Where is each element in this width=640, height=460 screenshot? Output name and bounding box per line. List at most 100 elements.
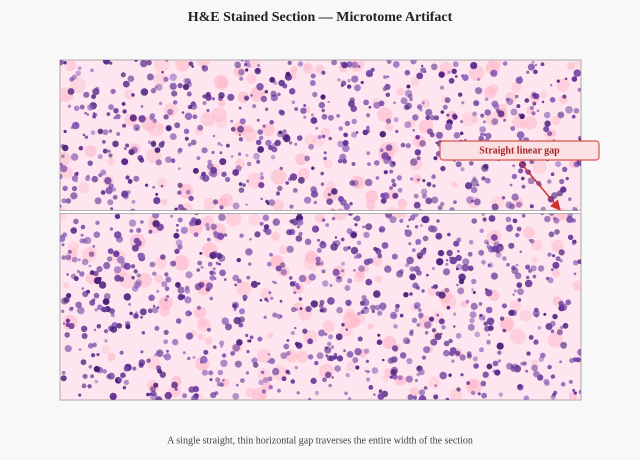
- nucleus: [73, 276, 79, 282]
- nucleus: [122, 386, 127, 390]
- nucleus: [537, 265, 545, 272]
- nucleus: [90, 130, 96, 136]
- cytoplasm: [101, 345, 111, 355]
- nucleus: [303, 104, 307, 107]
- nucleus: [110, 88, 116, 95]
- nucleus: [331, 216, 336, 221]
- nucleus: [234, 283, 238, 287]
- nucleus: [319, 299, 325, 305]
- nucleus: [435, 291, 441, 297]
- nucleus: [213, 230, 218, 236]
- nucleus: [392, 346, 398, 352]
- nucleus: [170, 260, 177, 267]
- arrow: [519, 161, 561, 211]
- nucleus: [64, 345, 72, 353]
- nucleus: [389, 186, 393, 190]
- cytoplasm: [153, 72, 167, 87]
- nucleus: [110, 207, 114, 211]
- nucleus: [296, 135, 303, 141]
- nucleus: [573, 391, 577, 395]
- nucleus: [252, 362, 259, 368]
- nucleus: [257, 336, 263, 342]
- nucleus: [100, 190, 106, 195]
- nucleus: [186, 91, 192, 97]
- cytoplasm: [160, 199, 168, 206]
- nucleus: [521, 213, 526, 218]
- nucleus: [341, 323, 345, 327]
- nucleus: [277, 388, 281, 393]
- nucleus: [345, 373, 350, 378]
- nucleus: [93, 328, 97, 332]
- nucleus: [215, 261, 219, 265]
- nucleus: [309, 80, 316, 86]
- nucleus: [327, 114, 334, 121]
- nucleus: [109, 227, 114, 231]
- nucleus: [380, 192, 386, 199]
- nucleus: [147, 140, 152, 145]
- nucleus: [269, 76, 276, 83]
- nucleus: [436, 313, 440, 317]
- nucleus: [315, 126, 319, 130]
- nucleus: [544, 215, 551, 223]
- nucleus: [420, 248, 427, 255]
- nucleus: [412, 114, 419, 121]
- nucleus: [482, 317, 486, 321]
- nucleus: [196, 156, 201, 161]
- nucleus: [163, 353, 172, 361]
- nucleus: [95, 220, 100, 225]
- nucleus: [493, 103, 500, 110]
- nucleus: [277, 185, 283, 191]
- nucleus: [544, 120, 551, 127]
- nucleus: [324, 332, 328, 336]
- nucleus: [286, 245, 294, 253]
- nucleus: [299, 307, 303, 310]
- nucleus: [428, 316, 435, 322]
- cytoplasm: [213, 74, 229, 90]
- nucleus: [230, 119, 234, 123]
- nucleus: [550, 394, 556, 400]
- nucleus: [218, 213, 226, 222]
- nucleus: [319, 241, 327, 249]
- nucleus: [522, 361, 527, 366]
- nucleus: [354, 223, 358, 227]
- nucleus: [268, 199, 276, 206]
- nucleus: [122, 193, 129, 200]
- cells: [60, 60, 581, 400]
- cytoplasm: [461, 112, 476, 127]
- nucleus: [413, 201, 421, 209]
- nucleus: [478, 302, 483, 306]
- nucleus: [340, 237, 345, 242]
- nucleus: [338, 126, 343, 131]
- nucleus: [146, 73, 154, 81]
- nucleus: [98, 281, 107, 289]
- nucleus: [152, 185, 156, 189]
- nucleus: [573, 260, 579, 266]
- nucleus: [185, 310, 192, 317]
- nucleus: [414, 149, 421, 156]
- nucleus: [90, 374, 94, 379]
- nucleus: [207, 237, 211, 242]
- nucleus: [68, 306, 74, 312]
- nucleus: [337, 78, 341, 82]
- nucleus: [437, 205, 443, 211]
- nucleus: [404, 121, 412, 129]
- cytoplasm: [159, 306, 170, 317]
- nucleus: [223, 233, 228, 237]
- nucleus: [515, 232, 520, 238]
- nucleus: [125, 324, 131, 330]
- nucleus: [134, 313, 139, 319]
- nucleus: [530, 265, 537, 272]
- nucleus: [149, 386, 156, 393]
- nucleus: [571, 76, 578, 82]
- nucleus: [238, 69, 245, 76]
- nucleus: [481, 392, 487, 399]
- nucleus: [77, 270, 80, 273]
- nucleus: [183, 77, 190, 85]
- nucleus: [81, 325, 88, 332]
- cytoplasm: [396, 87, 405, 96]
- nucleus: [381, 153, 388, 160]
- nucleus: [443, 340, 450, 347]
- cytoplasm: [382, 335, 397, 350]
- nucleus: [218, 96, 223, 101]
- cytoplasm: [272, 199, 284, 212]
